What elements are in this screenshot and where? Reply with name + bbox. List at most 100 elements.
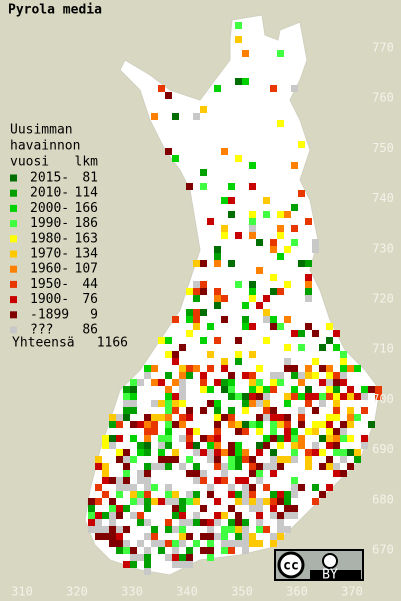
legend-heading: Uusimman <box>10 123 73 138</box>
observation-square <box>305 463 312 470</box>
observation-square <box>326 337 333 344</box>
observation-square <box>305 260 312 267</box>
observation-square <box>270 323 277 330</box>
observation-square <box>193 260 200 267</box>
observation-square <box>235 463 242 470</box>
observation-square <box>165 498 172 505</box>
observation-square <box>228 421 235 428</box>
observation-square <box>207 519 214 526</box>
observation-square <box>305 386 312 393</box>
observation-square <box>228 463 235 470</box>
observation-square <box>235 351 242 358</box>
x-axis-label: 330 <box>121 585 143 599</box>
observation-square <box>291 225 298 232</box>
observation-square <box>193 323 200 330</box>
observation-square <box>326 372 333 379</box>
observation-square <box>235 533 242 540</box>
observation-square <box>270 463 277 470</box>
observation-square <box>228 519 235 526</box>
observation-square <box>284 435 291 442</box>
observation-square <box>270 386 277 393</box>
observation-square <box>284 246 291 253</box>
observation-square <box>123 505 130 512</box>
observation-square <box>242 400 249 407</box>
observation-square <box>333 393 340 400</box>
observation-square <box>235 78 242 85</box>
observation-square <box>263 309 270 316</box>
observation-square <box>256 414 263 421</box>
observation-square <box>263 295 270 302</box>
observation-square <box>116 477 123 484</box>
observation-square <box>298 141 305 148</box>
observation-square <box>172 554 179 561</box>
observation-square <box>347 449 354 456</box>
observation-square <box>172 316 179 323</box>
observation-square <box>249 540 256 547</box>
observation-square <box>298 421 305 428</box>
observation-square <box>179 540 186 547</box>
observation-square <box>249 323 256 330</box>
observation-square <box>165 554 172 561</box>
legend-swatch <box>10 265 17 273</box>
observation-square <box>165 148 172 155</box>
observation-square <box>123 400 130 407</box>
observation-square <box>102 442 109 449</box>
observation-square <box>249 393 256 400</box>
observation-square <box>284 400 291 407</box>
observation-square <box>207 435 214 442</box>
observation-square <box>123 540 130 547</box>
observation-square <box>242 540 249 547</box>
observation-square <box>116 533 123 540</box>
observation-square <box>235 36 242 43</box>
observation-square <box>256 365 263 372</box>
observation-square <box>186 365 193 372</box>
observation-square <box>298 330 305 337</box>
observation-square <box>291 204 298 211</box>
observation-square <box>242 393 249 400</box>
observation-square <box>249 379 256 386</box>
observation-square <box>326 379 333 386</box>
license-badge: cc BY <box>274 549 364 583</box>
observation-square <box>144 372 151 379</box>
observation-square <box>214 302 221 309</box>
observation-square <box>214 253 221 260</box>
observation-square <box>123 456 130 463</box>
observation-square <box>270 421 277 428</box>
observation-square <box>347 463 354 470</box>
observation-square <box>109 512 116 519</box>
observation-square <box>298 260 305 267</box>
observation-square <box>284 414 291 421</box>
observation-square <box>249 386 256 393</box>
observation-square <box>312 372 319 379</box>
observation-square <box>242 547 249 554</box>
observation-square <box>207 533 214 540</box>
observation-square <box>256 449 263 456</box>
observation-square <box>200 519 207 526</box>
observation-square <box>130 456 137 463</box>
legend-swatch <box>10 220 17 228</box>
observation-square <box>109 477 116 484</box>
observation-square <box>165 393 172 400</box>
observation-square <box>88 526 95 533</box>
observation-square <box>340 449 347 456</box>
observation-square <box>151 365 158 372</box>
x-axis-label: 320 <box>66 585 88 599</box>
observation-square <box>256 393 263 400</box>
observation-square <box>193 449 200 456</box>
observation-square <box>333 428 340 435</box>
observation-square <box>277 50 284 57</box>
observation-square <box>235 22 242 29</box>
observation-square <box>319 365 326 372</box>
observation-square <box>151 113 158 120</box>
observation-square <box>130 547 137 554</box>
observation-square <box>172 512 179 519</box>
observation-square <box>88 505 95 512</box>
observation-square <box>193 295 200 302</box>
observation-square <box>361 407 368 414</box>
observation-square <box>333 344 340 351</box>
observation-square <box>242 78 249 85</box>
observation-square <box>172 393 179 400</box>
observation-square <box>256 512 263 519</box>
observation-square <box>179 400 186 407</box>
observation-square <box>200 533 207 540</box>
